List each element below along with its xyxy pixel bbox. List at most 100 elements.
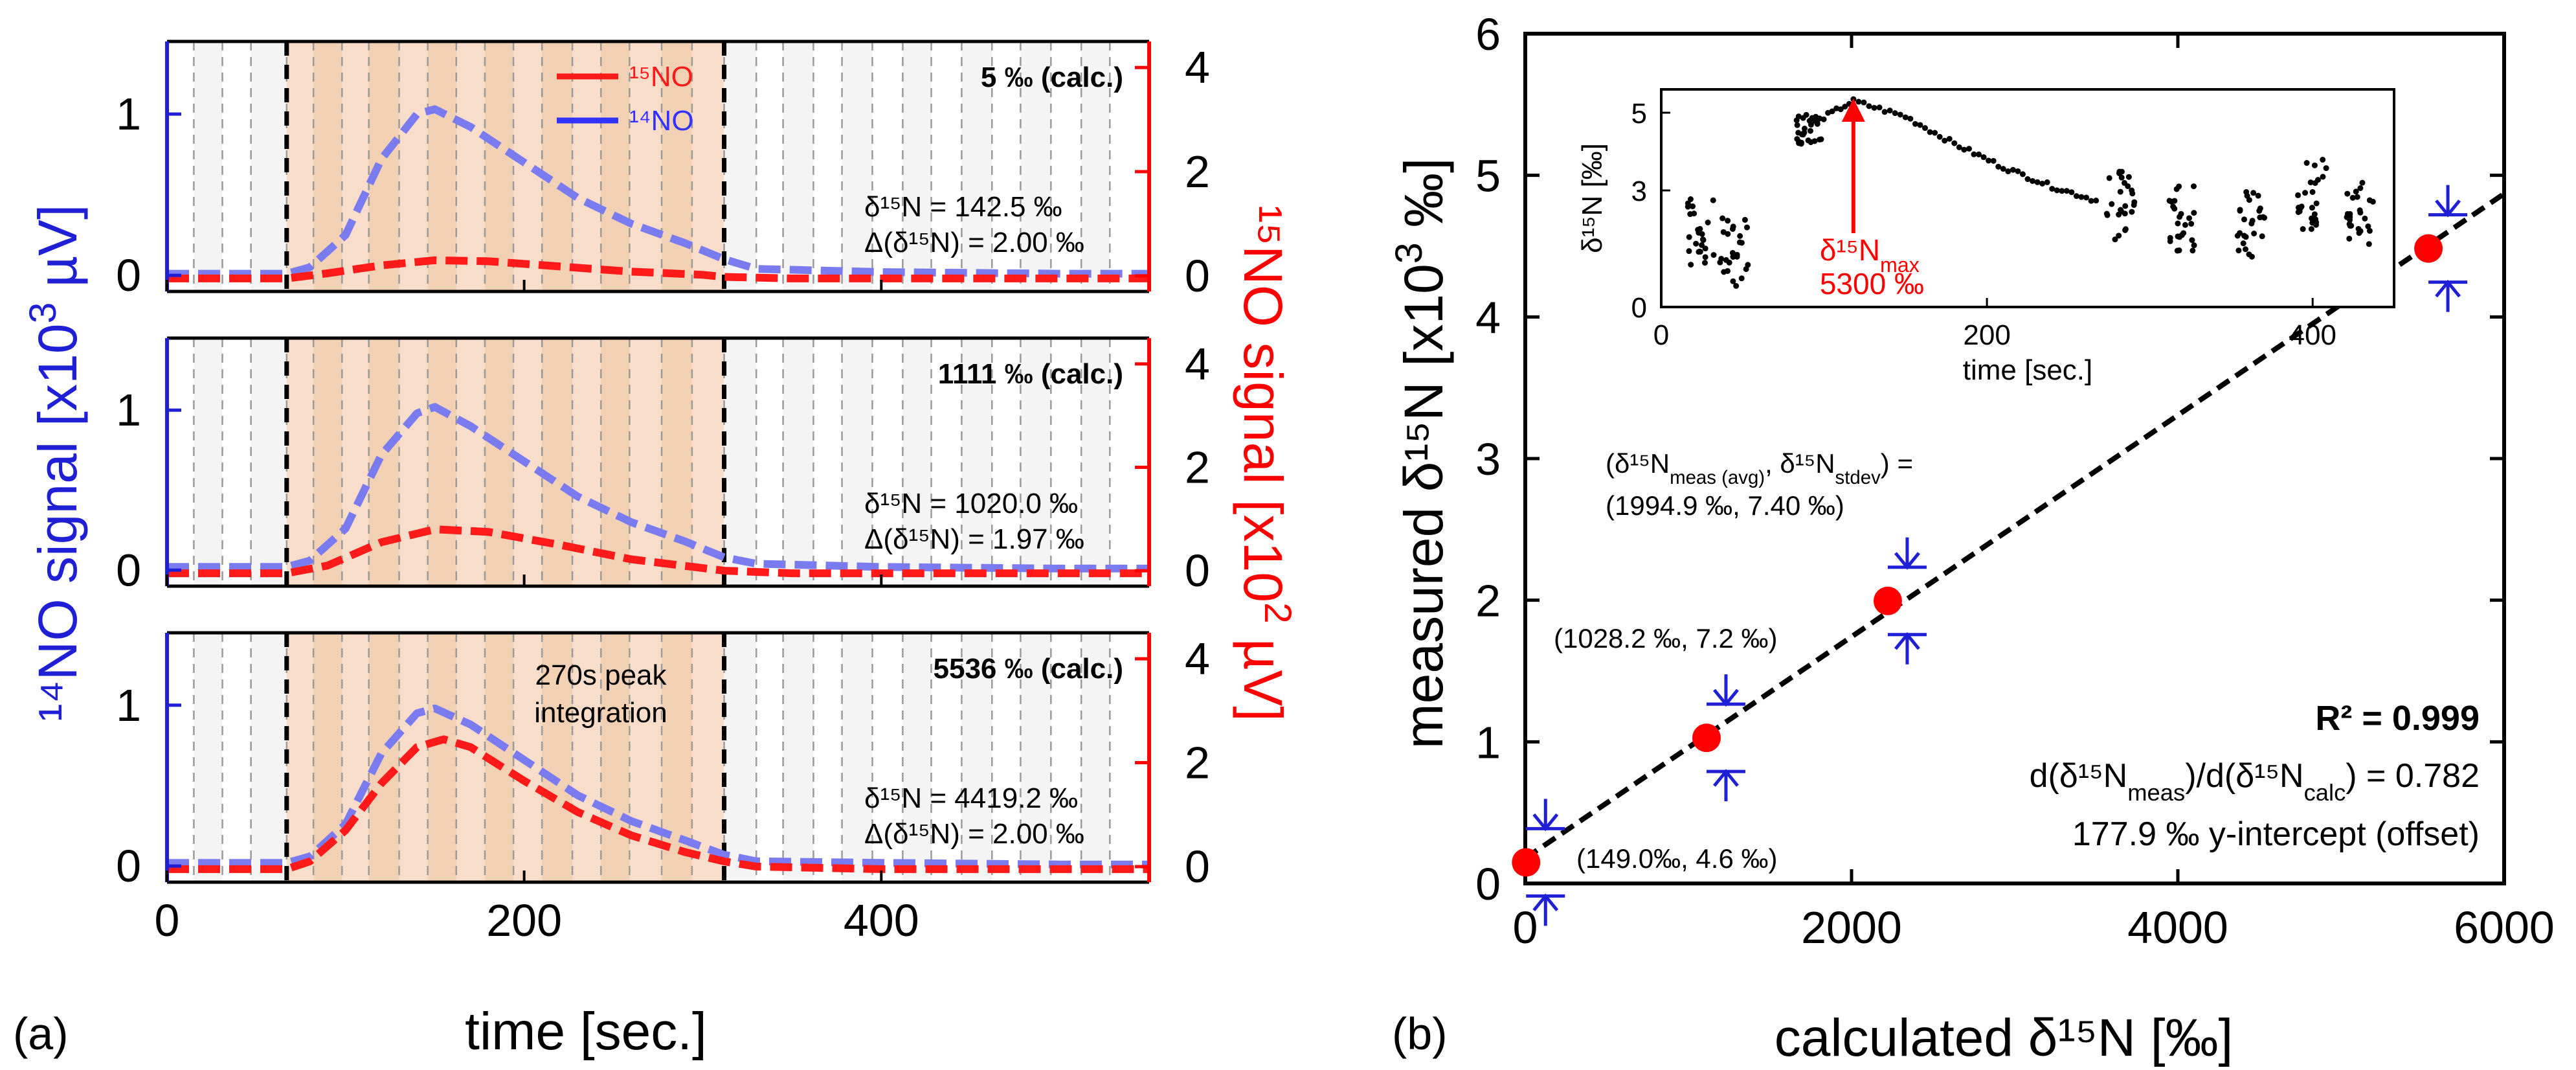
left-tick-label: 1 — [116, 385, 141, 435]
inset-point — [1866, 103, 1872, 109]
inset-point — [1907, 115, 1914, 122]
inset-point — [2044, 179, 2050, 185]
right-tick-label: 0 — [1185, 251, 1210, 301]
valve-stripe — [194, 41, 223, 291]
inset-point — [1942, 137, 1948, 144]
inset-point — [2122, 203, 2129, 209]
valve-stripe — [368, 41, 399, 291]
inset-point — [2240, 240, 2246, 247]
right-axis-title: ¹⁵NO signal [x102 µV] — [1233, 205, 1299, 722]
inset-point — [2248, 253, 2255, 260]
max-label: δ¹⁵Nmax — [1820, 233, 1920, 277]
valve-stripe — [1081, 633, 1110, 882]
inset-point — [2117, 188, 2123, 195]
inset-x-tick-label: 200 — [1963, 319, 2010, 351]
subplot-label: 5536 ‰ (calc.) — [934, 653, 1124, 685]
valve-stripe — [251, 41, 287, 291]
inset-point — [2125, 183, 2131, 189]
b-y-tick-label: 6 — [1475, 9, 1501, 60]
inset-point — [1720, 229, 1727, 235]
valve-stripe — [783, 338, 814, 586]
integration-window — [286, 338, 724, 586]
inset-point — [2355, 225, 2362, 232]
inset-point — [1686, 234, 1692, 240]
inset-point — [2243, 234, 2249, 240]
valve-stripe — [662, 41, 692, 291]
inset-point — [2106, 175, 2112, 181]
max-value: 5300 ‰ — [1820, 267, 1924, 301]
panel-b-label: (b) — [1392, 1008, 1448, 1059]
inset-point — [2176, 247, 2182, 254]
inset-point — [1902, 114, 1909, 120]
inset-point — [1980, 154, 1987, 161]
data-point — [1512, 848, 1541, 877]
valve-stripe — [783, 633, 814, 882]
inset-point — [1820, 116, 1827, 122]
valve-stripe — [961, 338, 992, 586]
inset-x-tick-label: 400 — [2289, 319, 2336, 351]
data-point — [1873, 586, 1902, 615]
inset-point — [2302, 190, 2309, 196]
valve-stripe — [542, 633, 573, 882]
b-y-tick-label: 1 — [1475, 717, 1501, 768]
inset-point — [2188, 220, 2195, 227]
inset-point — [2117, 207, 2123, 213]
inset-point — [1717, 259, 1723, 266]
inset-point — [1805, 137, 1811, 144]
inset-point — [1812, 118, 1819, 124]
right-tick-label: 2 — [1185, 738, 1210, 788]
b-y-axis-title: measured δ¹⁵N [x103 ‰] — [1388, 158, 1455, 749]
inset-point — [2129, 209, 2135, 215]
inset-point — [2261, 214, 2268, 221]
inset-point — [1725, 218, 1731, 224]
right-tick-label: 4 — [1185, 339, 1210, 389]
valve-stripe — [961, 41, 992, 291]
inset-point — [2365, 223, 2371, 229]
inset-plot: 0 200 400 0 3 5 time [sec.] δ¹⁵N [‰] δ¹⁵Nmax5300… — [1576, 88, 2395, 386]
inset-point — [2251, 231, 2257, 237]
b-x-tick-label: 4000 — [2127, 902, 2228, 953]
inset-point — [2255, 192, 2261, 199]
Delta-value: Δ(δ¹⁵N) = 2.00 ‰ — [864, 818, 1084, 850]
inset-point — [2083, 194, 2090, 201]
valve-stripe — [484, 41, 514, 291]
delta-value: δ¹⁵N = 1020.0 ‰ — [864, 488, 1078, 519]
inset-point — [2168, 198, 2175, 205]
inset-point — [2112, 236, 2118, 243]
inset-point — [2311, 162, 2318, 168]
inset-point — [1829, 108, 1835, 115]
inset-point — [1710, 197, 1716, 203]
inset-point — [1702, 260, 1708, 266]
valve-stripe — [601, 338, 630, 586]
inset-point — [2182, 222, 2188, 228]
inset-point — [1807, 128, 1813, 134]
inset-point — [1699, 231, 1705, 237]
b-y-tick-label: 2 — [1475, 576, 1501, 626]
left-tick-label: 1 — [116, 89, 141, 139]
Delta-value: Δ(δ¹⁵N) = 2.00 ‰ — [864, 227, 1084, 258]
intercept-text: 177.9 ‰ y-intercept (offset) — [2072, 815, 2480, 853]
inset-point — [1850, 96, 1857, 102]
inset-point — [2171, 205, 2178, 212]
inset-point — [2359, 179, 2366, 186]
valve-stripe — [724, 338, 757, 586]
subplot-1: 0 1 0 2 4 5 ‰ (calc.) δ¹⁵N = 142.5 ‰ Δ(δ¹⁵N) = … — [116, 40, 1210, 301]
inset-point — [2019, 171, 2026, 177]
inset-point — [2116, 233, 2122, 239]
panel-a-x-axis-label: time [sec.] — [465, 1002, 707, 1061]
series-15NO — [167, 735, 1149, 873]
valve-stripe — [902, 633, 932, 882]
x-tick-label: 200 — [486, 895, 562, 946]
inset-point — [2068, 189, 2075, 196]
left-tick-label: 0 — [116, 841, 141, 891]
valve-stripe — [194, 633, 223, 882]
right-tick-label: 2 — [1185, 442, 1210, 492]
inset-point — [2049, 185, 2055, 192]
inset-point — [1951, 140, 1958, 146]
valve-stripe — [601, 633, 630, 882]
inset-point — [2073, 193, 2079, 199]
right-tick-label: 2 — [1185, 146, 1210, 197]
inset-point — [1871, 104, 1877, 111]
